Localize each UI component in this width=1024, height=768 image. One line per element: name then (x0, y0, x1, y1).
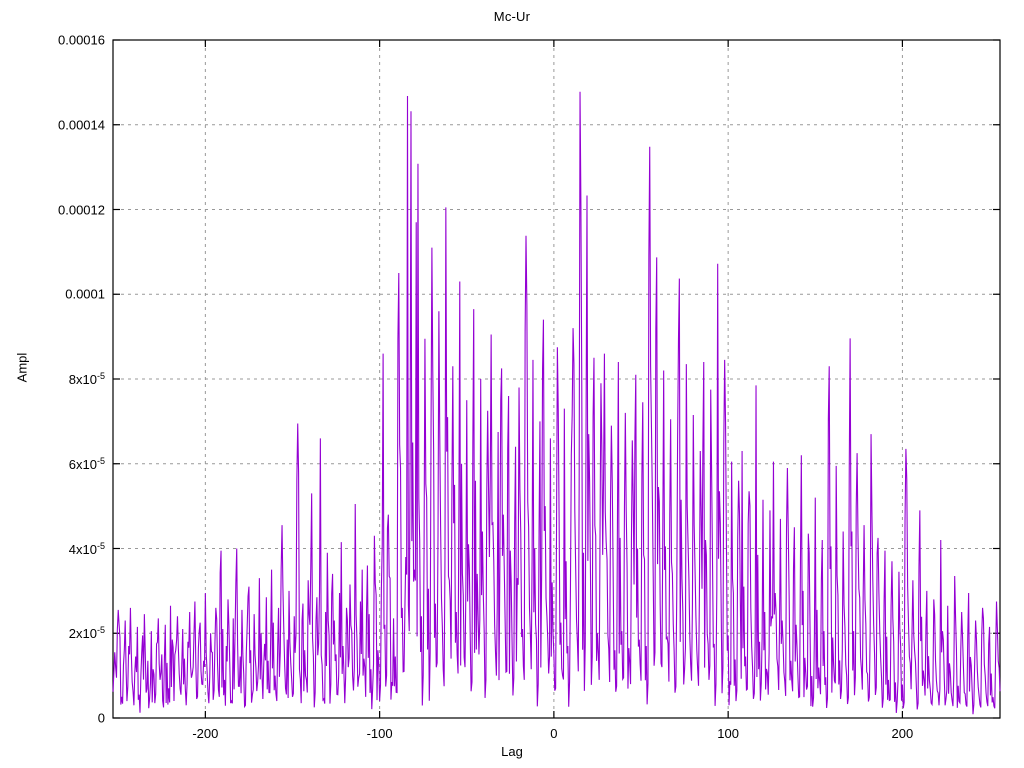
y-tick-label: 0.00016 (58, 32, 105, 48)
gridlines (114, 41, 999, 717)
x-tick-label: 0 (550, 726, 558, 741)
y-tick-label: 2x10-5 (68, 625, 105, 642)
y-tick-label: 4x10-5 (68, 540, 105, 557)
y-axis-label: Ampl (14, 352, 30, 383)
plot-border (112, 39, 1001, 719)
y-tick-label: 0.00012 (58, 202, 105, 217)
y-tick-label: 6x10-5 (68, 455, 105, 472)
x-tick-label: -200 (192, 726, 219, 741)
y-tick-exponent: -5 (96, 540, 105, 551)
y-tick-label: 8x10-5 (68, 370, 105, 388)
x-tick-label: -100 (366, 726, 393, 741)
data-series-group (112, 91, 1001, 715)
y-tick-label: 0.00014 (58, 117, 105, 133)
y-tick-label: 0.0001 (65, 286, 105, 302)
y-tick-label: 0 (97, 710, 105, 726)
series-line-ampl (112, 91, 1001, 715)
x-tick-label: 200 (891, 726, 914, 741)
y-tick-exponent: -5 (96, 455, 105, 466)
chart-title: Mc-Ur (493, 9, 531, 24)
y-tick-exponent: -5 (96, 370, 105, 381)
x-axis-label: Lag (501, 744, 523, 759)
y-tick-exponent: -5 (96, 625, 105, 636)
x-tick-label: 100 (717, 726, 739, 741)
